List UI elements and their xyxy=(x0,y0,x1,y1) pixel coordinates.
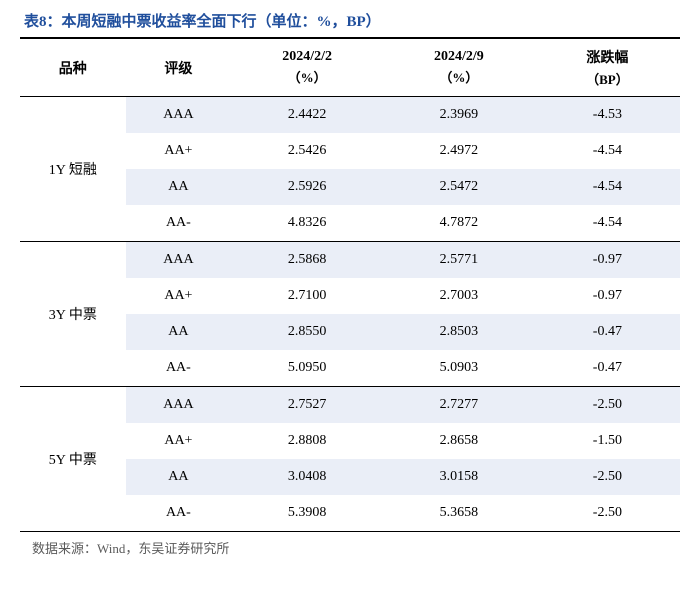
rating-cell: AAA xyxy=(126,387,232,424)
value2-cell: 2.5771 xyxy=(383,242,535,279)
col-date2: 2024/2/9 （%） xyxy=(383,38,535,97)
data-source: 数据来源：Wind，东吴证券研究所 xyxy=(20,538,680,557)
col-change-sub: （BP） xyxy=(539,69,676,88)
change-cell: -1.50 xyxy=(535,423,680,459)
change-cell: -4.54 xyxy=(535,133,680,169)
value1-cell: 5.0950 xyxy=(231,350,383,387)
change-cell: -2.50 xyxy=(535,459,680,495)
col-date2-top: 2024/2/9 xyxy=(434,49,484,64)
col-rating: 评级 xyxy=(126,38,232,97)
value2-cell: 2.7003 xyxy=(383,278,535,314)
yield-table: 品种 评级 2024/2/2 （%） 2024/2/9 （%） 涨跌幅 （BP）… xyxy=(20,37,680,532)
rating-cell: AA xyxy=(126,459,232,495)
value1-cell: 2.5426 xyxy=(231,133,383,169)
table-title: 表8：本周短融中票收益率全面下行（单位：%，BP） xyxy=(20,10,680,31)
change-cell: -0.47 xyxy=(535,314,680,350)
change-cell: -2.50 xyxy=(535,387,680,424)
value1-cell: 5.3908 xyxy=(231,495,383,532)
value1-cell: 2.8808 xyxy=(231,423,383,459)
value1-cell: 2.4422 xyxy=(231,97,383,134)
change-cell: -0.97 xyxy=(535,278,680,314)
value1-cell: 3.0408 xyxy=(231,459,383,495)
table-container: 表8：本周短融中票收益率全面下行（单位：%，BP） 品种 评级 2024/2/2… xyxy=(0,0,700,567)
value2-cell: 2.8503 xyxy=(383,314,535,350)
change-cell: -4.54 xyxy=(535,169,680,205)
value1-cell: 2.7527 xyxy=(231,387,383,424)
col-date1-top: 2024/2/2 xyxy=(282,49,332,64)
value2-cell: 2.8658 xyxy=(383,423,535,459)
col-change: 涨跌幅 （BP） xyxy=(535,38,680,97)
value1-cell: 4.8326 xyxy=(231,205,383,242)
rating-cell: AAA xyxy=(126,242,232,279)
col-change-top: 涨跌幅 xyxy=(586,51,628,66)
rating-cell: AA- xyxy=(126,495,232,532)
table-row: 3Y 中票AAA2.58682.5771-0.97 xyxy=(20,242,680,279)
value1-cell: 2.7100 xyxy=(231,278,383,314)
value2-cell: 4.7872 xyxy=(383,205,535,242)
change-cell: -0.97 xyxy=(535,242,680,279)
change-cell: -4.54 xyxy=(535,205,680,242)
group-name-cell: 3Y 中票 xyxy=(20,242,126,387)
value2-cell: 2.7277 xyxy=(383,387,535,424)
rating-cell: AA- xyxy=(126,205,232,242)
group-name-cell: 1Y 短融 xyxy=(20,97,126,242)
change-cell: -0.47 xyxy=(535,350,680,387)
change-cell: -2.50 xyxy=(535,495,680,532)
change-cell: -4.53 xyxy=(535,97,680,134)
value1-cell: 2.5868 xyxy=(231,242,383,279)
header-row: 品种 评级 2024/2/2 （%） 2024/2/9 （%） 涨跌幅 （BP） xyxy=(20,38,680,97)
table-row: 5Y 中票AAA2.75272.7277-2.50 xyxy=(20,387,680,424)
rating-cell: AAA xyxy=(126,97,232,134)
rating-cell: AA+ xyxy=(126,133,232,169)
table-row: 1Y 短融AAA2.44222.3969-4.53 xyxy=(20,97,680,134)
group-name-cell: 5Y 中票 xyxy=(20,387,126,532)
value2-cell: 5.0903 xyxy=(383,350,535,387)
value2-cell: 2.3969 xyxy=(383,97,535,134)
col-date1: 2024/2/2 （%） xyxy=(231,38,383,97)
col-date2-sub: （%） xyxy=(387,67,531,86)
value2-cell: 5.3658 xyxy=(383,495,535,532)
value1-cell: 2.5926 xyxy=(231,169,383,205)
value1-cell: 2.8550 xyxy=(231,314,383,350)
value2-cell: 2.4972 xyxy=(383,133,535,169)
col-date1-sub: （%） xyxy=(235,67,379,86)
rating-cell: AA- xyxy=(126,350,232,387)
rating-cell: AA xyxy=(126,169,232,205)
rating-cell: AA+ xyxy=(126,423,232,459)
table-body: 1Y 短融AAA2.44222.3969-4.53AA+2.54262.4972… xyxy=(20,97,680,532)
col-product: 品种 xyxy=(20,38,126,97)
rating-cell: AA+ xyxy=(126,278,232,314)
rating-cell: AA xyxy=(126,314,232,350)
value2-cell: 3.0158 xyxy=(383,459,535,495)
value2-cell: 2.5472 xyxy=(383,169,535,205)
